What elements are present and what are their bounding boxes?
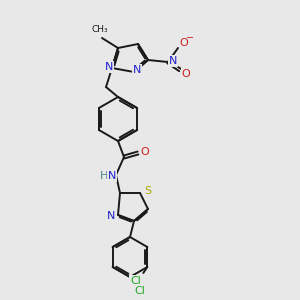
Text: Cl: Cl: [130, 276, 141, 286]
Text: H: H: [100, 171, 108, 181]
Text: −: −: [186, 33, 194, 43]
Text: N: N: [133, 65, 141, 75]
Text: N: N: [169, 56, 177, 66]
Text: N: N: [107, 211, 115, 221]
Text: CH₃: CH₃: [92, 26, 108, 34]
Text: O: O: [141, 147, 149, 157]
Text: O: O: [182, 69, 190, 79]
Text: Cl: Cl: [135, 286, 146, 296]
Text: N: N: [108, 171, 116, 181]
Text: N: N: [105, 62, 113, 72]
Text: O: O: [180, 38, 188, 48]
Text: S: S: [144, 186, 152, 196]
